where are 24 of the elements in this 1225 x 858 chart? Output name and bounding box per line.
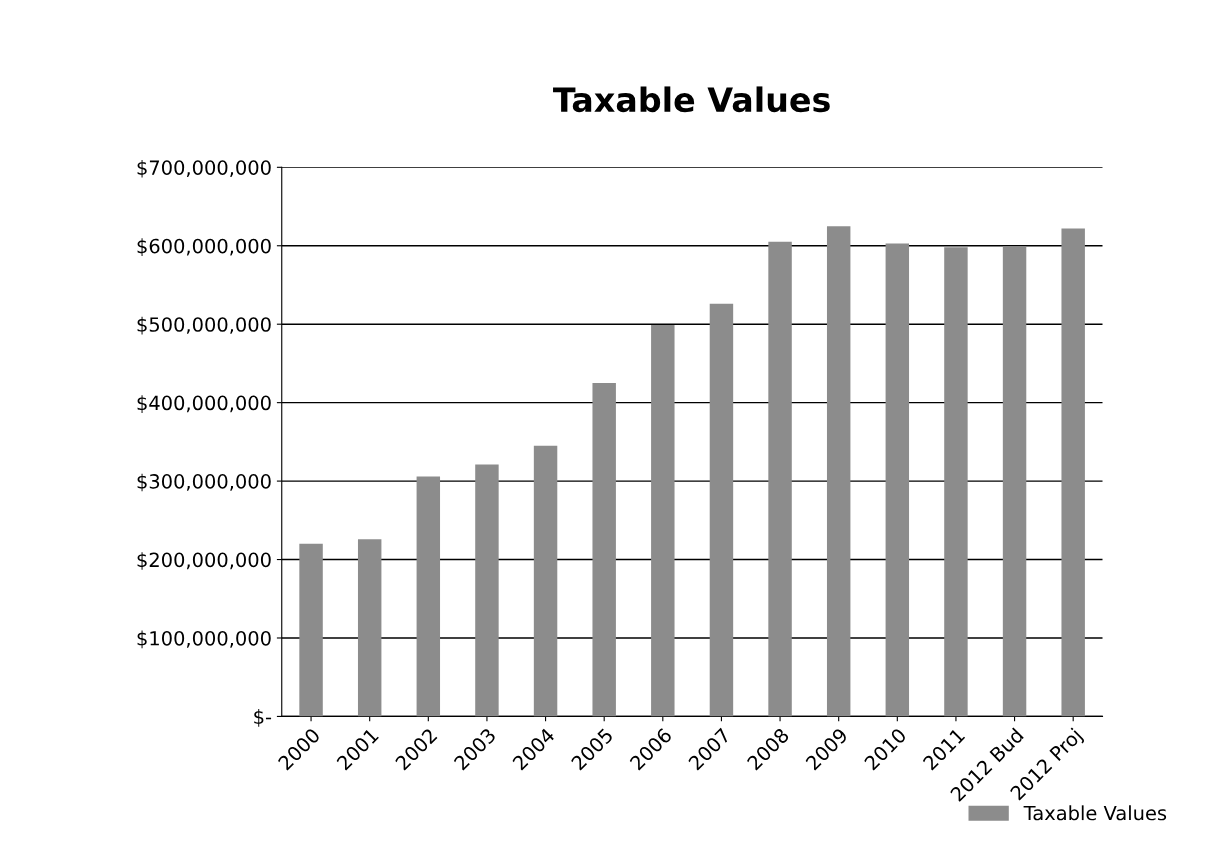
- bar: [885, 243, 910, 717]
- y-tick-label: $100,000,000: [137, 630, 271, 649]
- legend-label: Taxable Values: [1023, 805, 1167, 821]
- bar: [416, 476, 441, 717]
- bar: [826, 226, 851, 717]
- bar: [768, 241, 792, 717]
- y-tick-label: $700,000,000: [137, 159, 271, 178]
- bar: [709, 303, 734, 717]
- y-tick-label: $500,000,000: [137, 316, 271, 335]
- bar: [651, 324, 675, 717]
- y-tick-label: $600,000,000: [137, 238, 271, 256]
- bar: [1002, 246, 1027, 717]
- bar: [944, 247, 968, 717]
- y-tick-label: $300,000,000: [137, 473, 271, 492]
- bar: [533, 445, 558, 717]
- bar: [357, 539, 382, 717]
- y-tick-label: $400,000,000: [137, 395, 271, 413]
- y-tick-label: $200,000,000: [137, 552, 271, 570]
- chart-title: Taxable Values: [553, 86, 830, 113]
- y-tick-label: $-: [254, 709, 272, 727]
- bar: [1061, 228, 1085, 717]
- bar: [299, 543, 323, 717]
- bar: [592, 383, 616, 717]
- bar: [475, 464, 499, 717]
